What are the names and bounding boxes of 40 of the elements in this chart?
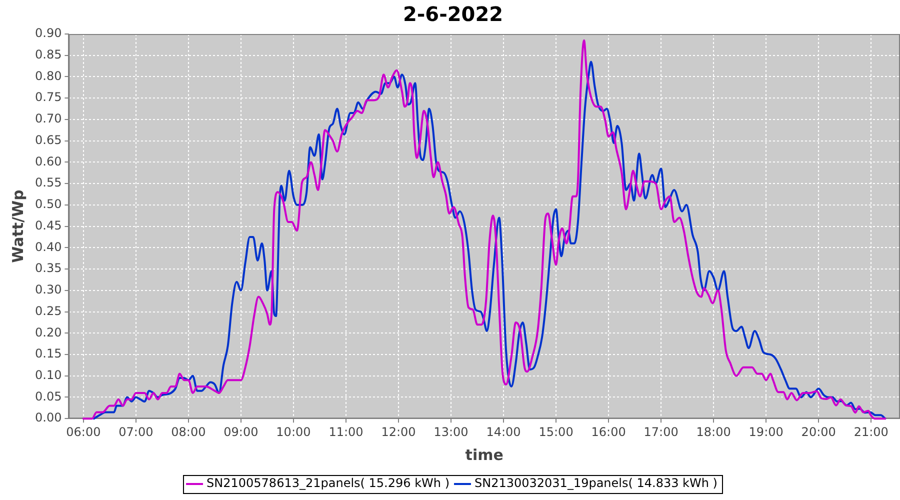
- x-tick-label: 07:00: [118, 424, 154, 439]
- y-tick-label: 0.70: [35, 112, 62, 126]
- x-tick-label: 11:00: [328, 424, 364, 439]
- x-tick-label: 12:00: [381, 424, 416, 439]
- x-tick-label: 09:00: [224, 424, 258, 439]
- y-tick-label: 0.85: [35, 47, 62, 62]
- y-tick-label: 0.10: [35, 368, 62, 382]
- x-tick-label: 08:00: [171, 424, 206, 439]
- y-tick-label: 0.40: [35, 240, 62, 254]
- x-tick-label: 20:00: [801, 424, 836, 439]
- y-tick-label: 0.00: [35, 410, 62, 425]
- y-tick-label: 0.05: [35, 389, 62, 404]
- x-tick-label: 13:00: [434, 424, 468, 439]
- legend-label: SN2100578613_21panels( 15.296 kWh ): [206, 476, 450, 490]
- x-tick-label: 17:00: [644, 424, 678, 439]
- y-tick-label: 0.15: [35, 346, 62, 361]
- y-tick-label: 0.60: [35, 154, 62, 168]
- x-tick-label: 16:00: [591, 424, 626, 439]
- y-axis-title: Watt/Wp: [8, 189, 27, 263]
- x-tick-label: 21:00: [854, 424, 888, 439]
- y-tick-label: 0.50: [35, 197, 62, 212]
- chart-title: 2-6-2022: [402, 2, 504, 26]
- y-tick-label: 0.20: [35, 325, 62, 340]
- y-tick-label: 0.30: [35, 282, 62, 297]
- y-tick-label: 0.45: [35, 218, 62, 232]
- y-tick-label: 0.75: [35, 90, 62, 104]
- y-tick-label: 0.55: [35, 176, 62, 190]
- y-tick-label: 0.80: [35, 68, 62, 83]
- x-tick-label: 15:00: [538, 424, 574, 439]
- y-tick-label: 0.90: [35, 26, 62, 40]
- x-tick-label: 10:00: [276, 424, 311, 439]
- x-tick-label: 19:00: [748, 424, 784, 439]
- x-tick-label: 18:00: [696, 424, 731, 439]
- x-tick-label: 14:00: [486, 424, 521, 439]
- y-tick-label: 0.65: [35, 132, 62, 147]
- x-axis-title: time: [465, 446, 504, 464]
- x-tick-label: 06:00: [66, 424, 101, 439]
- y-tick-label: 0.25: [35, 304, 62, 318]
- y-tick-label: 0.35: [35, 261, 62, 276]
- legend-label: SN2130032031_19panels( 14.833 kWh ): [474, 476, 718, 490]
